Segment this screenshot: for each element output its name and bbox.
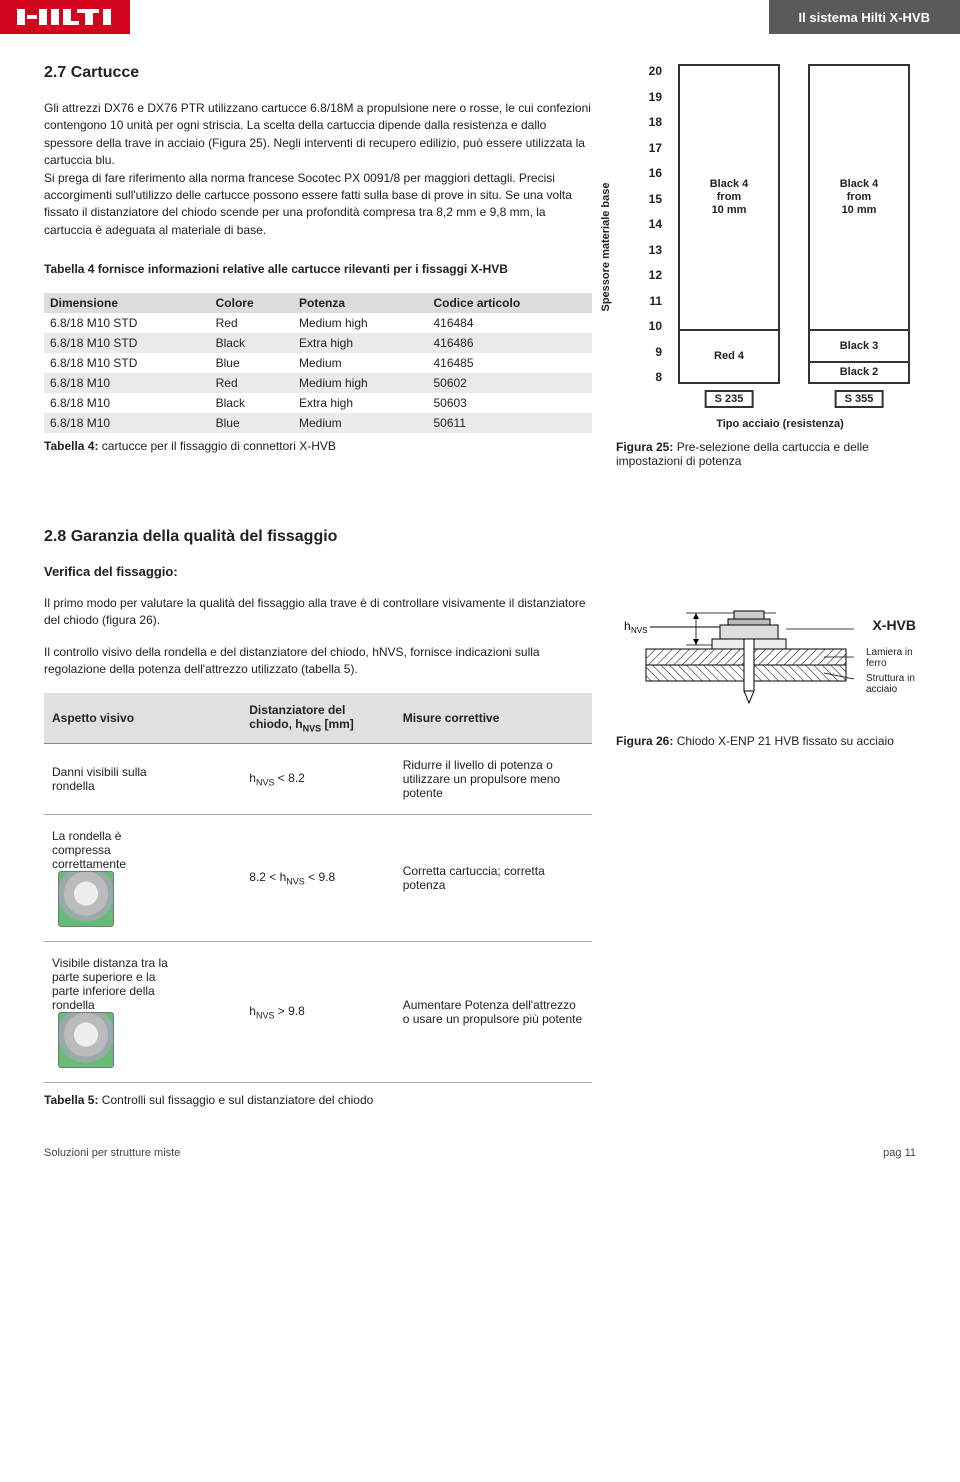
table-5-header: Misure correttive [395,693,592,744]
table-4-caption: Tabella 4: cartucce per il fissaggio di … [44,439,592,453]
header-spacer [130,0,769,34]
section-2-7-heading: 2.7 Cartucce [44,64,592,82]
washer-thumbnail [58,871,114,927]
svg-text:NVS: NVS [631,626,647,635]
chart-steel-label: S 235 [705,390,754,408]
chart-y-tick: 17 [644,141,662,155]
chart-y-tick: 12 [644,268,662,282]
table-row: La rondella è compressa correttamente8.2… [44,814,592,941]
section-2-7-para-1: Gli attrezzi DX76 e DX76 PTR utilizzano … [44,100,592,170]
header-bar: Il sistema Hilti X-HVB [0,0,960,34]
table-4-header: Dimensione [44,293,210,313]
chart-y-tick: 13 [644,243,662,257]
figure-25-caption: Figura 25: Pre-selezione della cartuccia… [616,440,916,468]
section-2-8-para-2: Il controllo visivo della rondella e del… [44,644,592,679]
table-row: Visibile distanza tra la parte superiore… [44,941,592,1082]
chart-y-tick: 8 [644,370,662,384]
section-2-8-heading: 2.8 Garanzia della qualità del fissaggio [44,528,916,546]
table-row: 6.8/18 M10RedMedium high50602 [44,373,592,393]
section-2-8-para-1: Il primo modo per valutare la qualità de… [44,595,592,630]
chart-segment: Black 4from10 mm [810,66,908,329]
chart-y-axis-label: Spessore materiale base [600,182,612,311]
table-row: 6.8/18 M10BlackExtra high50603 [44,393,592,413]
figure-26: h NVS [616,595,916,728]
chart-column: Black 4from10 mmBlack 3Black 2S 355 [808,64,910,384]
chart-y-tick: 9 [644,345,662,359]
svg-text:h: h [624,619,631,633]
table-5-caption: Tabella 5: Controlli sul fissaggio e sul… [44,1093,592,1107]
chart-column: Black 4from10 mmRed 4S 235 [678,64,780,384]
chart-y-tick: 10 [644,319,662,333]
figure-26-xhvb-label: X-HVB [872,617,916,633]
table-5-header: Distanziatore del chiodo, hNVS [mm] [241,693,394,744]
section-2-8-subheading: Verifica del fissaggio: [44,564,916,579]
chart-segment: Black 2 [810,361,908,382]
header-title: Il sistema Hilti X-HVB [769,0,960,34]
table-row: 6.8/18 M10BlueMedium50611 [44,413,592,433]
figure-26-layer-2: Struttura in acciaio [866,673,916,695]
table-4-header: Colore [210,293,293,313]
chart-y-tick: 15 [644,192,662,206]
page-footer: Soluzioni per strutture miste pag 11 [0,1107,960,1173]
chart-segment: Black 4from10 mm [680,66,778,329]
table-4-header: Potenza [293,293,428,313]
figure-26-layer-1: Lamiera in ferro [866,647,916,669]
chart-y-tick: 20 [644,64,662,78]
chart-y-tick: 11 [644,294,662,308]
brand-logo [0,0,130,34]
chart-y-tick: 14 [644,217,662,231]
table-5-header: Aspetto visivo [44,693,241,744]
chart-segment: Red 4 [680,329,778,382]
washer-thumbnail [58,1012,114,1068]
section-2-7-para-2: Si prega di fare riferimento alla norma … [44,170,592,240]
chart-y-tick: 19 [644,90,662,104]
chart-x-axis-label: Tipo acciaio (resistenza) [644,418,916,430]
chart-y-tick: 18 [644,115,662,129]
table-row: 6.8/18 M10 STDBlackExtra high416486 [44,333,592,353]
footer-left: Soluzioni per strutture miste [44,1147,180,1159]
table-row: 6.8/18 M10 STDRedMedium high416484 [44,313,592,333]
section-2-7-para-3: Tabella 4 fornisce informazioni relative… [44,261,592,278]
chart-steel-label: S 355 [835,390,884,408]
figure-25-chart: Spessore materiale base 2019181716151413… [616,64,916,430]
chart-segment: Black 3 [810,329,908,361]
table-4: DimensioneColorePotenzaCodice articolo 6… [44,293,592,433]
figure-26-caption: Figura 26: Chiodo X-ENP 21 HVB fissato s… [616,734,916,748]
footer-right: pag 11 [883,1147,916,1159]
table-row: 6.8/18 M10 STDBlueMedium416485 [44,353,592,373]
table-5: Aspetto visivoDistanziatore del chiodo, … [44,693,592,1083]
chart-y-tick: 16 [644,166,662,180]
table-4-header: Codice articolo [427,293,592,313]
table-row: Danni visibili sulla rondellahNVS < 8.2R… [44,743,592,814]
